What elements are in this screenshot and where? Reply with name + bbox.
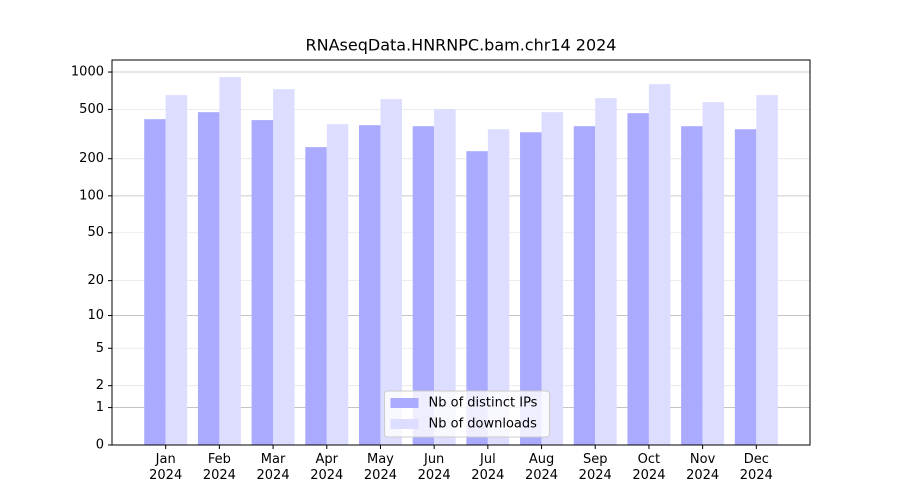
x-tick-label: Dec 2024 [739, 452, 773, 483]
bar [541, 112, 564, 446]
legend-box [384, 390, 550, 438]
y-tick-label: 1 [96, 400, 104, 415]
y-tick-label: 1000 [71, 65, 104, 80]
x-tick-label: May 2024 [363, 452, 397, 483]
plot-frame [111, 59, 811, 446]
bar [627, 113, 649, 445]
bar [434, 109, 456, 445]
y-tick-label: 20 [87, 273, 104, 288]
x-tick-label: Jun 2024 [417, 452, 451, 483]
y-tick-label: 0 [96, 438, 104, 453]
bar [681, 126, 703, 445]
bar [412, 126, 435, 445]
bar [358, 125, 381, 446]
bar [466, 151, 488, 445]
y-tick-label: 5 [96, 341, 104, 356]
bar [273, 89, 295, 445]
bar [595, 98, 617, 446]
bar [520, 132, 542, 446]
bar [251, 120, 274, 446]
x-tick-label: Apr 2024 [310, 452, 344, 483]
legend-label: Nb of downloads [429, 417, 538, 432]
x-tick-label: Mar 2024 [256, 452, 290, 483]
y-tick-label: 200 [79, 151, 104, 166]
bar [573, 126, 596, 445]
x-tick-label: Feb 2024 [202, 452, 236, 483]
bar [197, 112, 220, 446]
legend-swatch [390, 419, 419, 429]
x-tick-label: Jul 2024 [471, 452, 505, 483]
y-tick-label: 2 [96, 378, 104, 393]
chart-title: RNAseqData.HNRNPC.bam.chr14 2024 [306, 36, 617, 55]
x-tick-label: Jan 2024 [149, 452, 183, 483]
x-tick-label: Sep 2024 [578, 452, 612, 483]
bar [326, 124, 349, 445]
bar [165, 95, 188, 445]
x-tick-label: Nov 2024 [686, 452, 720, 483]
legend-label: Nb of distinct IPs [429, 396, 538, 411]
y-tick-label: 10 [87, 308, 104, 323]
y-tick-label: 50 [87, 225, 104, 240]
x-tick-label: Oct 2024 [632, 452, 666, 483]
bar [648, 84, 671, 445]
bar [219, 77, 241, 446]
bar [305, 147, 327, 445]
y-tick-label: 100 [79, 188, 104, 203]
bar [380, 99, 402, 445]
bar [734, 129, 757, 445]
x-tick-label: Aug 2024 [524, 452, 559, 483]
bar [487, 129, 510, 445]
y-tick-label: 500 [79, 102, 104, 117]
bar [702, 102, 725, 445]
legend-swatch [390, 398, 419, 408]
bar [756, 95, 778, 445]
legend: Nb of distinct IPs Nb of downloads [384, 390, 550, 438]
bar [144, 119, 166, 445]
